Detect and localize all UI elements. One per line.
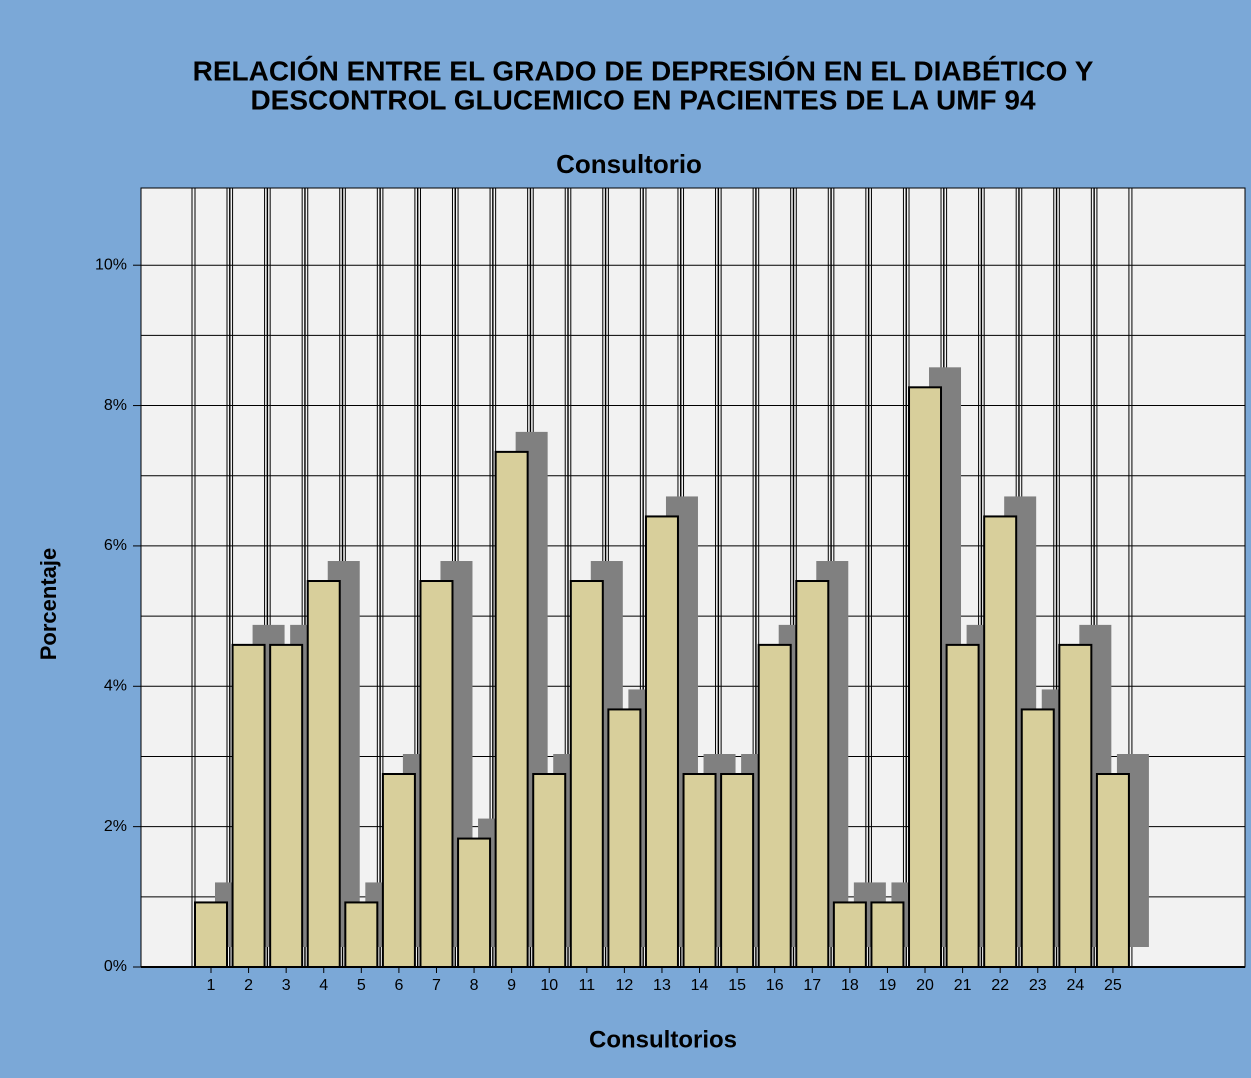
x-tick-label: 8 [470, 977, 479, 994]
bar [1020, 708, 1055, 968]
bar [381, 773, 416, 969]
bar [532, 773, 567, 969]
bar [757, 643, 792, 968]
chart-title: DESCONTROL GLUCEMICO EN PACIENTES DE LA … [250, 84, 1036, 115]
y-axis-label: Porcentaje [36, 548, 61, 661]
x-tick-label: 19 [879, 977, 897, 994]
bar [231, 643, 266, 968]
x-tick-label: 20 [916, 977, 934, 994]
bar [194, 901, 228, 968]
chart-subtitle: Consultorio [556, 149, 702, 179]
bar [269, 643, 304, 968]
bar [945, 643, 980, 968]
y-tick-label: 4% [104, 677, 127, 694]
x-tick-label: 17 [803, 977, 821, 994]
x-tick-label: 6 [394, 977, 403, 994]
y-tick-label: 6% [104, 537, 127, 554]
chart-title: RELACIÓN ENTRE EL GRADO DE DEPRESIÓN EN … [193, 55, 1094, 86]
bar [870, 901, 905, 968]
bar [457, 837, 492, 968]
bar [682, 773, 717, 969]
y-tick-label: 0% [104, 958, 127, 975]
x-tick-label: 25 [1104, 977, 1122, 994]
bar [983, 515, 1018, 968]
x-tick-label: 21 [954, 977, 972, 994]
bar [908, 386, 943, 968]
x-tick-label: 16 [766, 977, 784, 994]
x-tick-label: 4 [319, 977, 328, 994]
x-tick-label: 3 [282, 977, 291, 994]
bar [306, 580, 341, 969]
y-tick-label: 10% [95, 256, 127, 273]
x-tick-label: 10 [540, 977, 558, 994]
x-tick-label: 18 [841, 977, 859, 994]
bar [607, 708, 642, 968]
bar [832, 901, 867, 968]
bar [569, 580, 604, 969]
x-tick-label: 22 [991, 977, 1009, 994]
y-tick-label: 8% [104, 397, 127, 414]
x-tick-label: 1 [207, 977, 216, 994]
x-tick-label: 24 [1066, 977, 1084, 994]
bar [494, 450, 529, 968]
bar [1095, 773, 1130, 969]
x-axis-label: Consultorios [589, 1026, 737, 1053]
bar [344, 901, 379, 968]
x-tick-label: 9 [507, 977, 516, 994]
x-tick-label: 5 [357, 977, 366, 994]
bar [1058, 643, 1093, 968]
x-tick-label: 23 [1029, 977, 1047, 994]
bar [644, 515, 679, 968]
bar [795, 580, 830, 969]
x-tick-label: 7 [432, 977, 441, 994]
x-tick-label: 12 [615, 977, 633, 994]
y-tick-label: 2% [104, 818, 127, 835]
x-tick-label: 13 [653, 977, 671, 994]
x-tick-label: 15 [728, 977, 746, 994]
x-tick-label: 11 [578, 977, 595, 994]
bar [419, 580, 454, 969]
x-tick-label: 2 [244, 977, 253, 994]
x-tick-label: 14 [691, 977, 709, 994]
bar [720, 773, 755, 969]
